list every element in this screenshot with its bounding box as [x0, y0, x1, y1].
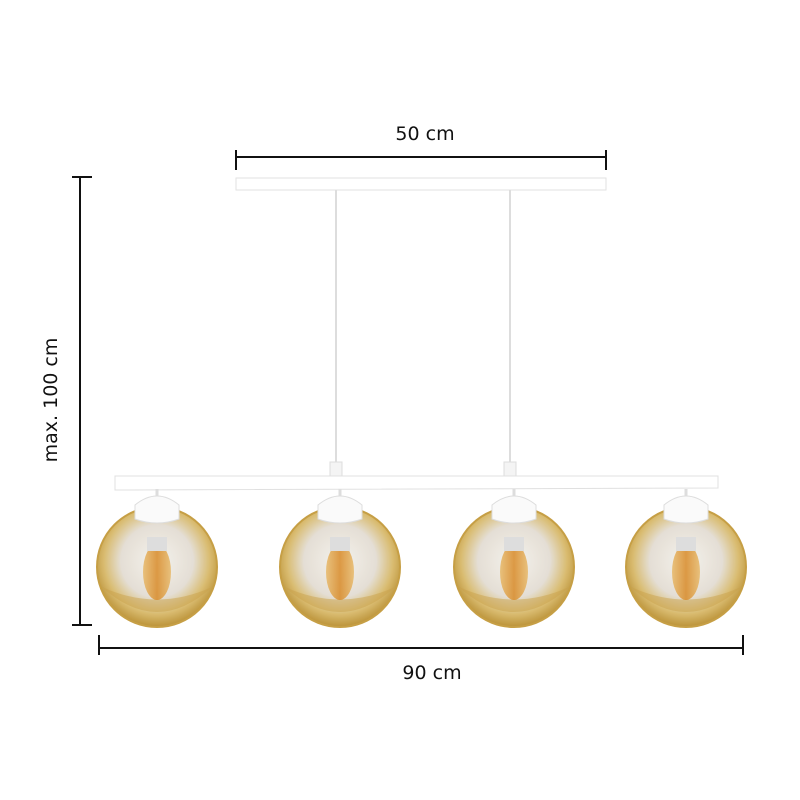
lamp	[95, 177, 748, 629]
width-dimension: 90 cm	[98, 635, 744, 684]
top-width-label: 50 cm	[395, 123, 454, 145]
height-dimension: max. 100 cm	[40, 176, 92, 626]
top-dimension: 50 cm	[235, 123, 607, 170]
width-label: 90 cm	[402, 662, 461, 684]
height-label: max. 100 cm	[40, 338, 62, 463]
